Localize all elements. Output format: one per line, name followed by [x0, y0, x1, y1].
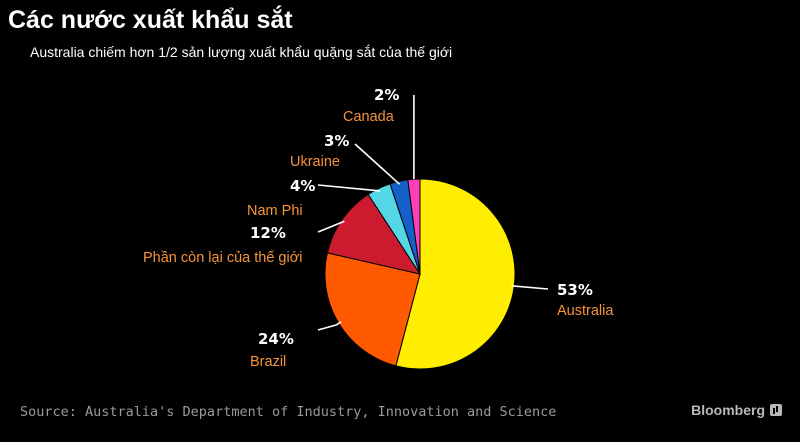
slice-name-brazil: Brazil	[250, 354, 286, 370]
pie-slice-canada	[407, 178, 421, 275]
bloomberg-chart-icon	[770, 404, 782, 416]
slice-name-nam-phi: Nam Phi	[247, 203, 303, 219]
slice-name-canada: Canada	[343, 109, 395, 125]
leader-line-nam-phi	[317, 184, 381, 192]
brand-name: Bloomberg	[691, 402, 765, 418]
data-label-phan-con-lai-cua-the-gioi: 12%	[250, 224, 286, 242]
chart-title: Các nước xuất khẩu sắt	[8, 6, 293, 34]
slice-name-ukraine: Ukraine	[290, 154, 340, 170]
data-label-brazil: 24%	[258, 330, 294, 348]
leader-line-ukraine	[354, 143, 401, 185]
source-note: Source: Australia's Department of Indust…	[20, 404, 557, 420]
slice-name-australia: Australia	[557, 303, 614, 319]
data-label-nam-phi: 4%	[290, 177, 315, 195]
data-label-canada: 2%	[374, 86, 399, 104]
brand-logo: Bloomberg	[691, 402, 782, 418]
slice-name-phan-con-lai-cua-the-gioi: Phần còn lại của thế giới	[143, 250, 302, 266]
data-label-australia: 53%	[557, 281, 593, 299]
pie-slice-phan-con-lai-cua-the-gioi	[326, 193, 422, 275]
leader-line-australia	[511, 284, 549, 290]
leader-line-phan-con-lai-cua-the-gioi	[317, 220, 345, 233]
data-label-ukraine: 3%	[324, 132, 349, 150]
chart-subtitle: Australia chiếm hơn 1/2 sản lượng xuất k…	[30, 44, 453, 60]
leader-line-brazil	[317, 321, 342, 331]
